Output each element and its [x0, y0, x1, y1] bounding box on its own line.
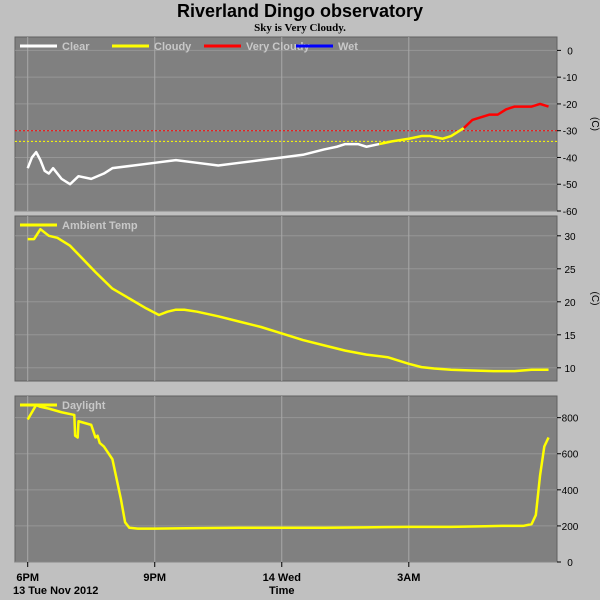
x-tick-label: 14 Wed	[263, 572, 301, 584]
y-tick-label: 0	[567, 46, 573, 57]
plot-area-ambient	[14, 215, 558, 382]
chart-title: Riverland Dingo observatory	[176, 1, 424, 21]
sky-status-subtitle: Sky is Very Cloudy.	[254, 22, 346, 34]
series-line-very-cloudy	[462, 102, 549, 129]
series-line-clear	[26, 142, 380, 186]
y-tick-label: 15	[564, 331, 576, 342]
date-label: 13 Tue Nov 2012	[13, 585, 98, 597]
series-line-ambient	[27, 227, 549, 373]
plot-area-daylight	[14, 395, 558, 563]
series-line-daylight	[26, 403, 550, 530]
plot-area-sky	[14, 36, 558, 212]
legend-label: Very Cloudy	[246, 41, 310, 53]
y-tick-label: 400	[562, 486, 579, 497]
legend-label: Cloudy	[154, 41, 192, 53]
x-tick-label: 6PM	[16, 572, 39, 584]
y-tick-label: -20	[563, 100, 578, 111]
y-tick-label: -10	[563, 73, 578, 84]
y-tick-label: 0	[567, 558, 573, 569]
x-tick-label: 3AM	[397, 572, 420, 584]
x-axis-title: Time	[269, 585, 294, 597]
legend-label: Daylight	[62, 400, 106, 412]
y-tick-label: 20	[564, 298, 576, 309]
legend-label: Wet	[338, 41, 358, 53]
y-tick-label: 10	[564, 364, 576, 375]
y-tick-label: -30	[563, 127, 578, 138]
y-tick-label: 30	[564, 232, 576, 243]
y-tick-label: 800	[562, 414, 579, 425]
y-axis-label: (C)	[589, 292, 600, 306]
legend-label: Ambient Temp	[62, 220, 138, 232]
y-tick-label: 600	[562, 450, 579, 461]
y-axis-label: (C)	[589, 117, 600, 131]
y-tick-label: -50	[563, 180, 578, 191]
legend-label: Clear	[62, 41, 90, 53]
series-line-cloudy	[378, 126, 465, 146]
y-tick-label: 25	[564, 265, 576, 276]
y-tick-label: -60	[563, 207, 578, 218]
y-tick-label: 200	[562, 522, 579, 533]
y-tick-label: -40	[563, 153, 578, 164]
x-tick-label: 9PM	[143, 572, 166, 584]
